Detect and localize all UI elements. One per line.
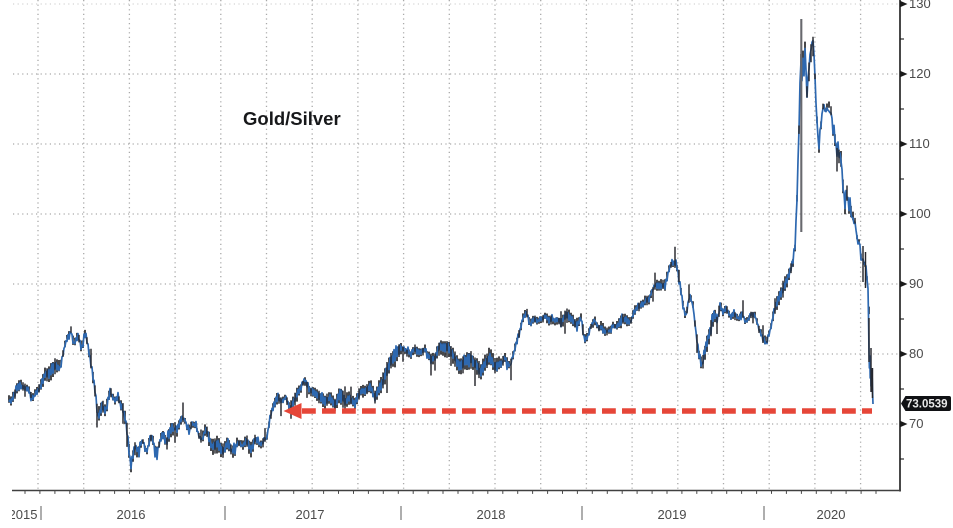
svg-text:73.0539: 73.0539 xyxy=(906,399,948,411)
svg-text:2016: 2016 xyxy=(117,507,146,522)
svg-text:130: 130 xyxy=(909,0,931,11)
svg-text:90: 90 xyxy=(909,276,923,291)
svg-text:Gold/Silver: Gold/Silver xyxy=(243,108,341,129)
svg-text:2019: 2019 xyxy=(658,507,687,522)
svg-text:70: 70 xyxy=(909,416,923,431)
svg-text:2015: 2015 xyxy=(9,507,38,522)
svg-text:100: 100 xyxy=(909,206,931,221)
svg-text:120: 120 xyxy=(909,66,931,81)
svg-text:110: 110 xyxy=(909,136,930,151)
svg-text:2018: 2018 xyxy=(477,507,506,522)
svg-text:80: 80 xyxy=(909,346,923,361)
svg-text:2020: 2020 xyxy=(817,507,846,522)
svg-text:2017: 2017 xyxy=(296,507,325,522)
